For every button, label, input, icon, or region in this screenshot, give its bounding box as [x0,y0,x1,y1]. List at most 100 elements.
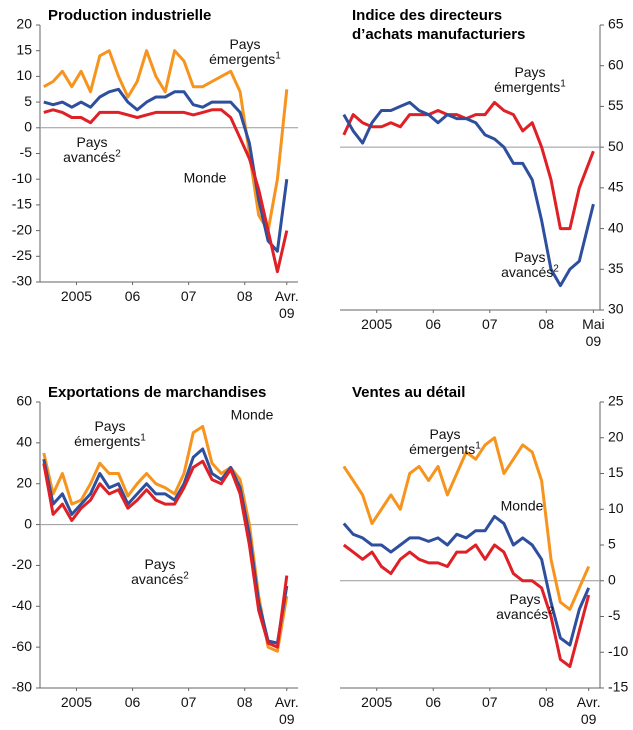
x-tick-label: Mai 09 [582,316,605,349]
y-tick-label: 5 [24,93,32,109]
x-tick-label: 08 [538,316,555,332]
y-tick-label: 35 [608,260,624,276]
y-tick-label: 10 [608,500,624,516]
series-name: Pays avancés [131,556,184,587]
y-tick-label: -15 [608,679,628,695]
series-note: 2 [183,570,189,582]
series-name: Monde [230,406,274,423]
x-tick-label: 08 [538,694,555,710]
y-tick-label: -5 [608,607,621,623]
y-tick-label: 45 [608,179,624,195]
y-tick-label: 65 [608,16,624,32]
series-name: Pays émergents [74,418,141,449]
series-label: Pays avancés2 [131,557,189,587]
series-line [43,87,289,253]
y-tick-label: -20 [12,221,32,237]
y-tick-label: 40 [608,219,624,235]
x-tick-label: 06 [124,288,141,304]
series-line [342,543,591,668]
y-tick-label: 60 [16,393,32,409]
y-tick-label: 15 [608,464,624,480]
series-name: Pays émergents [209,36,276,67]
y-tick-label: -10 [12,170,32,186]
series-label: Monde [183,169,227,186]
y-tick-label: 10 [16,67,32,83]
y-tick-label: -30 [12,273,32,289]
series-note: 1 [275,50,281,62]
y-tick-label: 40 [16,434,32,450]
series-label: Pays émergents1 [494,65,566,95]
series-note: 2 [553,263,559,275]
series-label: Pays émergents1 [409,427,481,457]
series-label: Pays avancés2 [63,135,121,165]
y-tick-label: 20 [16,474,32,490]
y-tick-label: -80 [12,679,32,695]
series-name: Pays émergents [409,426,476,457]
series-line [42,459,289,649]
x-tick-label: 07 [180,694,197,710]
series-line [43,108,289,274]
x-tick-label: Avr. 09 [576,694,601,727]
x-tick-label: Avr. 09 [274,694,299,727]
chart-title: Indice des directeurs [352,7,503,24]
series-name: Pays avancés [501,249,554,280]
y-tick-label: 20 [16,16,32,32]
series-label: Pays avancés2 [496,592,554,622]
chart-title: d’achats manufacturiers [352,26,526,43]
series-name: Monde [183,169,227,186]
y-tick-label: -20 [12,556,32,572]
y-tick-label: 30 [608,301,624,317]
series-line [42,425,289,653]
y-tick-label: 0 [24,119,32,135]
series-line [42,447,289,645]
y-tick-label: -15 [12,196,32,212]
series-name: Monde [500,497,544,514]
x-tick-label: 06 [425,694,442,710]
y-tick-label: 0 [608,571,616,587]
chart-title: Production industrielle [48,7,212,24]
chart-title: Exportations de marchandises [48,384,267,401]
x-tick-label: 06 [124,694,141,710]
chart-title: Ventes au détail [352,384,466,401]
y-tick-label: 25 [608,393,624,409]
series-line [342,436,591,611]
series-label: Monde [230,406,274,423]
x-tick-label: Avr. 09 [274,288,299,321]
y-tick-label: 20 [608,428,624,444]
series-line [342,100,595,231]
x-tick-label: 2005 [361,694,393,710]
series-line [342,100,595,288]
x-tick-label: 2005 [361,316,393,332]
y-tick-label: 0 [24,515,32,531]
series-note: 1 [475,440,481,452]
y-tick-label: 50 [608,138,624,154]
y-tick-label: -10 [608,643,628,659]
series-name: Pays émergents [494,64,561,95]
y-tick-label: 60 [608,56,624,72]
x-tick-label: 07 [180,288,197,304]
series-note: 2 [548,605,554,617]
x-tick-label: 07 [481,694,498,710]
series-label: Pays émergents1 [74,419,146,449]
x-tick-label: 08 [236,694,253,710]
y-tick-label: -40 [12,597,32,613]
y-tick-label: -5 [20,144,33,160]
y-tick-label: -25 [12,247,32,263]
series-label: Monde [500,497,544,514]
series-name: Pays avancés [496,591,549,622]
x-tick-label: 2005 [60,694,93,710]
y-tick-label: 55 [608,97,624,113]
series-line [342,514,591,647]
x-tick-label: 2005 [60,288,93,304]
x-tick-label: 06 [425,316,442,332]
series-note: 1 [140,432,146,444]
series-name: Pays avancés [63,134,116,165]
x-tick-label: 08 [236,288,253,304]
series-note: 2 [115,148,121,160]
y-tick-label: 15 [16,41,32,57]
series-label: Pays émergents1 [209,37,281,67]
series-label: Pays avancés2 [501,250,559,280]
y-tick-label: 5 [608,536,616,552]
